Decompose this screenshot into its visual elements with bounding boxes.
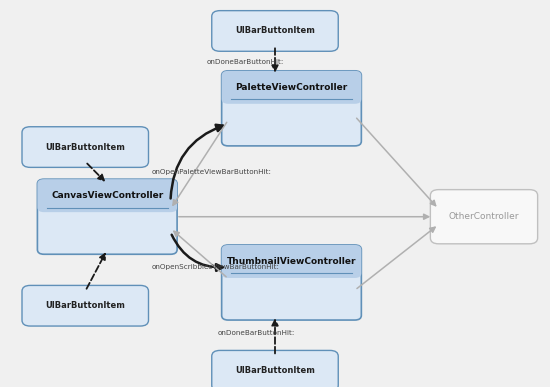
Text: OtherController: OtherController xyxy=(449,212,519,221)
Text: onOpenPaletteViewBarButtonHit:: onOpenPaletteViewBarButtonHit: xyxy=(151,169,271,175)
Text: PaletteViewController: PaletteViewController xyxy=(235,83,348,92)
FancyBboxPatch shape xyxy=(222,71,361,104)
Text: onOpenScribblesViewBarButtonHit:: onOpenScribblesViewBarButtonHit: xyxy=(151,264,279,270)
FancyBboxPatch shape xyxy=(37,179,177,254)
Text: UIBarButtonItem: UIBarButtonItem xyxy=(235,26,315,36)
Text: ThumbnailViewController: ThumbnailViewController xyxy=(227,257,356,266)
FancyBboxPatch shape xyxy=(22,127,148,167)
Text: UIBarButtonItem: UIBarButtonItem xyxy=(45,142,125,152)
FancyBboxPatch shape xyxy=(212,351,338,387)
Text: UIBarButtonItem: UIBarButtonItem xyxy=(45,301,125,310)
FancyBboxPatch shape xyxy=(212,10,338,51)
Text: onDoneBarButtonHit:: onDoneBarButtonHit: xyxy=(206,59,284,65)
FancyBboxPatch shape xyxy=(222,71,361,146)
FancyBboxPatch shape xyxy=(222,245,361,320)
FancyBboxPatch shape xyxy=(430,190,538,244)
FancyBboxPatch shape xyxy=(222,245,361,278)
FancyBboxPatch shape xyxy=(37,179,177,212)
Text: UIBarButtonItem: UIBarButtonItem xyxy=(235,366,315,375)
Text: CanvasViewController: CanvasViewController xyxy=(51,191,163,200)
FancyBboxPatch shape xyxy=(22,286,148,326)
Text: onDoneBarButtonHit:: onDoneBarButtonHit: xyxy=(217,330,295,336)
